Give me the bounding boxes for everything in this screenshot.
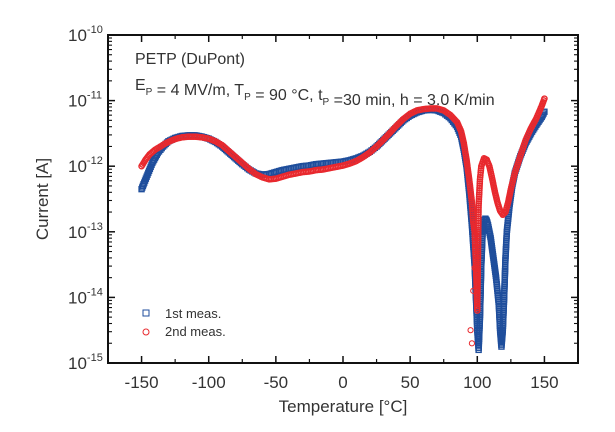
data-point — [474, 243, 482, 251]
x-tick-label: 0 — [338, 373, 347, 392]
data-point — [476, 180, 484, 187]
data-point — [474, 237, 482, 244]
legend-label-2nd: 2nd meas. — [165, 324, 226, 339]
data-point — [474, 263, 482, 271]
legend-label-1st: 1st meas. — [165, 306, 221, 321]
data-point — [475, 202, 482, 209]
x-tick-label: 50 — [401, 373, 420, 392]
data-point — [474, 280, 481, 288]
data-point-outlier — [471, 264, 478, 271]
data-point — [475, 217, 482, 225]
y-tick-label: 10-15 — [68, 352, 103, 373]
data-point — [474, 298, 481, 306]
data-point — [474, 254, 482, 262]
data-point — [474, 256, 482, 264]
series-2nd-meas — [138, 95, 548, 347]
data-point — [475, 193, 483, 201]
data-point — [474, 248, 482, 255]
data-point — [475, 191, 483, 198]
data-point — [475, 213, 482, 220]
data-point — [476, 184, 483, 192]
data-point — [475, 197, 483, 205]
y-tick-label: 10-13 — [68, 221, 103, 242]
data-point — [473, 307, 481, 314]
data-layer — [138, 95, 548, 354]
data-point — [474, 235, 482, 242]
data-point — [475, 200, 483, 207]
x-tick-label: 100 — [463, 373, 491, 392]
legend-marker-1st — [142, 309, 150, 317]
data-point — [475, 215, 482, 222]
data-point — [474, 278, 481, 286]
data-point — [475, 221, 482, 229]
y-tick-label: 10-11 — [68, 90, 102, 111]
data-point — [474, 265, 482, 273]
data-point — [474, 305, 481, 312]
data-point — [475, 208, 482, 216]
data-point — [474, 283, 481, 290]
data-point — [474, 276, 481, 284]
data-point — [475, 189, 483, 196]
x-axis-title: Temperature [°C] — [279, 397, 408, 416]
data-point — [474, 261, 482, 268]
data-point — [474, 287, 481, 295]
x-tick-label: -150 — [125, 373, 159, 392]
x-tick-label: 150 — [530, 373, 558, 392]
data-point — [474, 250, 482, 257]
data-point — [476, 182, 483, 190]
data-point — [474, 239, 482, 247]
data-point — [475, 226, 482, 233]
data-point — [474, 291, 481, 299]
data-point — [475, 195, 483, 203]
data-point — [474, 270, 482, 277]
data-point-outlier — [470, 287, 477, 294]
data-point — [474, 230, 482, 238]
data-point — [474, 302, 481, 310]
data-point — [474, 245, 482, 253]
data-point — [474, 252, 482, 260]
x-tick-label: -100 — [192, 373, 226, 392]
data-point — [475, 219, 482, 227]
data-point — [474, 274, 482, 282]
annotation-line-1: PETP (DuPont) — [135, 51, 245, 68]
data-point — [475, 204, 482, 212]
legend-marker-2nd — [142, 328, 150, 336]
data-point — [474, 267, 482, 275]
data-point — [475, 211, 482, 218]
y-tick-label: 10-10 — [68, 24, 103, 45]
data-point — [474, 294, 481, 301]
data-point — [475, 206, 482, 214]
data-point-outlier — [468, 340, 476, 347]
data-point — [474, 300, 481, 308]
y-axis-title: Current [A] — [33, 158, 52, 240]
data-point — [474, 272, 482, 279]
data-point — [474, 241, 482, 249]
data-point — [475, 224, 482, 231]
data-point — [474, 296, 481, 303]
data-point — [476, 186, 483, 194]
x-tick-label: -50 — [264, 373, 289, 392]
data-point-outlier — [467, 327, 474, 334]
data-point — [474, 259, 482, 266]
data-point — [541, 95, 548, 102]
y-tick-label: 10-12 — [68, 155, 103, 176]
annotation-line-2: EP = 4 MV/m, TP = 90 °C, tP =30 min, h =… — [135, 77, 495, 109]
y-tick-label: 10-14 — [68, 286, 103, 307]
data-point — [474, 232, 482, 240]
data-point — [474, 228, 482, 236]
data-point — [476, 178, 484, 185]
legend: 1st meas. 2nd meas. — [142, 306, 226, 339]
axis-ticks — [108, 34, 578, 364]
